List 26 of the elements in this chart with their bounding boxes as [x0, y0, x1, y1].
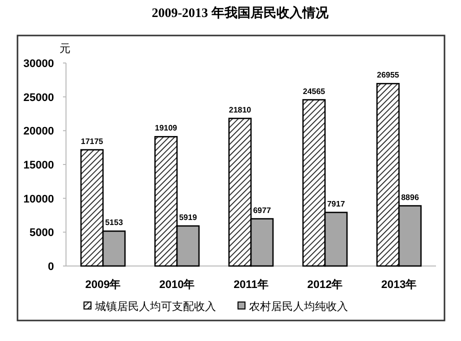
data-label: 5919 — [179, 212, 198, 222]
y-tick-label: 0 — [48, 261, 54, 273]
data-label: 6977 — [253, 206, 272, 215]
y-tick-label: 5000 — [30, 227, 54, 240]
legend-label: 农村居民人均纯收入 — [249, 300, 348, 313]
x-tick-label: 2012年 — [307, 278, 343, 291]
data-label: 5153 — [105, 218, 124, 228]
data-label: 17175 — [80, 136, 104, 146]
y-tick-label: 20000 — [23, 126, 54, 138]
data-label: 26955 — [376, 70, 400, 80]
data-label: 21810 — [228, 105, 252, 114]
x-tick-label: 2010年 — [159, 278, 195, 291]
legend-label: 城镇居民人均可支配收入 — [94, 300, 216, 313]
data-label: 19109 — [154, 124, 178, 133]
x-tick-label: 2013年 — [381, 278, 417, 291]
y-tick-label: 30000 — [23, 58, 54, 70]
y-tick-label: 10000 — [23, 193, 54, 206]
x-tick-label: 2011年 — [234, 278, 268, 291]
y-tick-label: 15000 — [23, 160, 54, 172]
data-label: 7917 — [327, 199, 346, 208]
chart-title: 2009-2013 年我国居民收入情况 — [152, 5, 330, 20]
data-label: 8896 — [401, 192, 420, 202]
x-tick-label: 2009年 — [85, 278, 121, 291]
y-axis-title: 元 — [60, 43, 70, 55]
y-tick-label: 25000 — [23, 92, 54, 104]
data-label: 24565 — [302, 86, 326, 96]
